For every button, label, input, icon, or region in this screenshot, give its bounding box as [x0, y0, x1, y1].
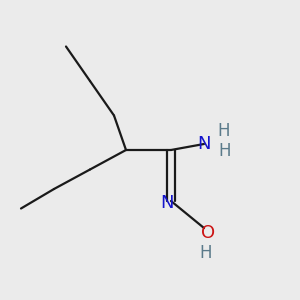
Text: O: O [201, 224, 216, 242]
Text: H: H [217, 122, 230, 140]
Text: N: N [160, 194, 174, 211]
Text: H: H [199, 244, 212, 262]
Text: H: H [219, 142, 231, 160]
Text: N: N [197, 135, 211, 153]
